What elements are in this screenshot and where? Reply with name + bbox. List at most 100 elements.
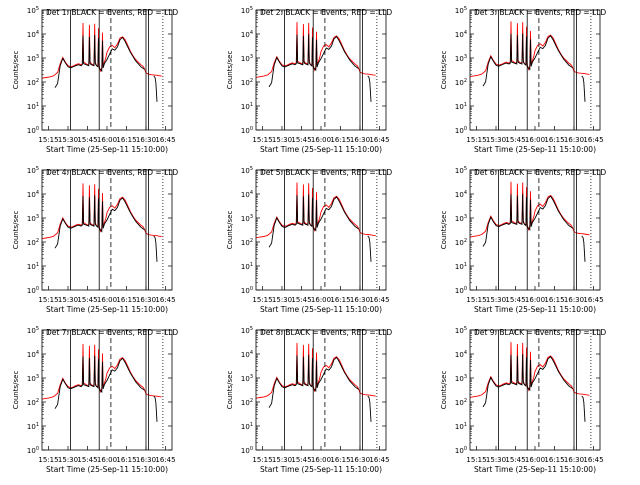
x-tick-label: 15:30	[486, 296, 506, 304]
y-axis-label: Counts/sec	[12, 371, 20, 410]
x-tick-label: 16:00	[525, 136, 545, 144]
x-tick-label: 16:30	[136, 456, 156, 464]
x-tick-label: 15:30	[58, 456, 78, 464]
x-tick-label: 16:15	[330, 136, 350, 144]
y-axis-label: Counts/sec	[12, 211, 20, 250]
x-tick-label: 16:45	[583, 136, 603, 144]
x-tick-label: 15:45	[291, 136, 311, 144]
axes-frame	[41, 329, 173, 451]
x-tick-label: 16:15	[116, 456, 136, 464]
y-tick-label: 102	[27, 238, 39, 247]
x-tick-label: 16:15	[330, 456, 350, 464]
panel-title: Det 6: BLACK = Events, RED = LLD	[474, 168, 606, 177]
x-tick-label: 15:45	[77, 136, 97, 144]
y-tick-label: 100	[455, 286, 467, 295]
axes-frame	[255, 169, 387, 291]
y-tick-label: 103	[241, 54, 253, 63]
y-axis-label: Counts/sec	[440, 51, 448, 90]
plot-area	[256, 342, 376, 422]
x-tick-label: 15:45	[77, 296, 97, 304]
y-tick-label: 100	[27, 126, 39, 135]
events-series-line	[268, 354, 359, 408]
y-tick-label: 101	[241, 262, 253, 271]
y-tick-label: 103	[455, 54, 467, 63]
x-tick-label: 16:45	[155, 456, 175, 464]
y-tick-label: 105	[27, 166, 39, 175]
events-series-line	[482, 33, 573, 87]
x-tick-label: 16:45	[369, 296, 389, 304]
y-tick-label: 104	[455, 350, 467, 359]
y-tick-label: 105	[241, 326, 253, 335]
panel-title: Det 4: BLACK = Events, RED = LLD	[46, 168, 178, 177]
panel-title: Det 3: BLACK = Events, RED = LLD	[474, 8, 606, 17]
y-tick-label: 102	[241, 398, 253, 407]
detector-panel-1: 15:15 15:30 15:45 16:00 16:15 16:30 16:45 100 10…	[12, 6, 178, 154]
events-tail-line	[153, 235, 158, 262]
x-tick-label: 15:15	[466, 456, 486, 464]
y-tick-label: 100	[455, 446, 467, 455]
detector-panel-3: 15:15 15:30 15:45 16:00 16:15 16:30 16:45 100 10…	[440, 6, 606, 154]
events-series-line	[268, 194, 359, 248]
x-tick-label: 15:45	[77, 456, 97, 464]
y-tick-label: 101	[455, 262, 467, 271]
x-tick-label: 15:30	[486, 456, 506, 464]
detector-panel-7: 15:15 15:30 15:45 16:00 16:15 16:30 16:45 100 10…	[12, 326, 178, 474]
x-tick-label: 15:30	[58, 296, 78, 304]
x-tick-label: 15:15	[38, 456, 58, 464]
x-tick-label: 15:15	[38, 136, 58, 144]
y-tick-label: 102	[455, 78, 467, 87]
detector-panel-8: 15:15 15:30 15:45 16:00 16:15 16:30 16:45 100 10…	[226, 326, 392, 474]
y-tick-label: 100	[27, 446, 39, 455]
y-tick-label: 102	[27, 398, 39, 407]
y-tick-label: 102	[241, 238, 253, 247]
events-tail-line	[581, 235, 586, 262]
x-tick-label: 16:45	[155, 296, 175, 304]
y-tick-label: 104	[455, 190, 467, 199]
y-tick-label: 101	[27, 102, 39, 111]
y-tick-label: 104	[241, 350, 253, 359]
y-tick-label: 104	[241, 30, 253, 39]
y-axis-label: Counts/sec	[12, 51, 20, 90]
events-tail-line	[367, 235, 372, 262]
detector-panel-2: 15:15 15:30 15:45 16:00 16:15 16:30 16:45 100 10…	[226, 6, 392, 154]
x-tick-label: 16:45	[369, 456, 389, 464]
events-tail-line	[153, 75, 158, 102]
x-tick-label: 15:45	[505, 296, 525, 304]
y-tick-label: 103	[241, 374, 253, 383]
x-tick-label: 16:45	[369, 136, 389, 144]
x-tick-label: 16:00	[97, 296, 117, 304]
x-tick-label: 16:45	[583, 456, 603, 464]
x-tick-label: 16:30	[136, 296, 156, 304]
axes-frame	[41, 9, 173, 131]
detector-panel-6: 15:15 15:30 15:45 16:00 16:15 16:30 16:45 100 10…	[440, 166, 606, 314]
x-tick-label: 15:30	[272, 456, 292, 464]
y-tick-label: 103	[27, 374, 39, 383]
axes-frame	[255, 329, 387, 451]
x-tick-label: 15:45	[291, 456, 311, 464]
x-tick-label: 16:15	[544, 136, 564, 144]
y-tick-label: 104	[27, 30, 39, 39]
x-tick-label: 16:15	[544, 456, 564, 464]
y-tick-label: 101	[241, 422, 253, 431]
plot-area	[42, 183, 162, 262]
x-tick-label: 15:30	[272, 296, 292, 304]
x-axis-label: Start Time (25-Sep-11 15:10:00)	[46, 305, 168, 314]
axes-frame	[469, 9, 601, 131]
x-tick-label: 16:00	[311, 136, 331, 144]
x-tick-label: 16:00	[97, 456, 117, 464]
axes-frame	[469, 329, 601, 451]
x-tick-label: 15:45	[291, 296, 311, 304]
y-tick-label: 102	[241, 78, 253, 87]
panel-title: Det 5: BLACK = Events, RED = LLD	[260, 168, 392, 177]
y-tick-label: 101	[27, 262, 39, 271]
events-tail-line	[367, 75, 372, 102]
x-tick-label: 16:30	[350, 456, 370, 464]
events-series-line	[54, 34, 145, 88]
x-tick-label: 16:30	[564, 136, 584, 144]
x-axis-label: Start Time (25-Sep-11 15:10:00)	[474, 465, 596, 474]
x-axis-label: Start Time (25-Sep-11 15:10:00)	[46, 145, 168, 154]
y-tick-label: 103	[27, 54, 39, 63]
plot-area	[470, 21, 590, 102]
y-tick-label: 100	[241, 286, 253, 295]
x-tick-label: 16:30	[564, 456, 584, 464]
